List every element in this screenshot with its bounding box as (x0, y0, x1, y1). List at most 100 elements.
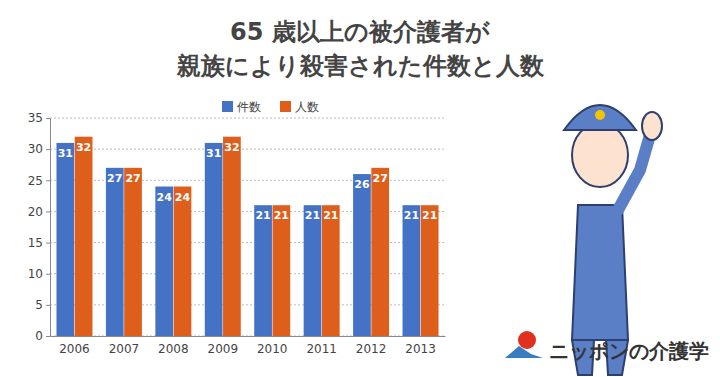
bar (421, 205, 439, 336)
x-tick: 2006 (59, 342, 90, 356)
data-label: 32 (76, 141, 91, 154)
logo: ニッポンの介護学 (505, 331, 709, 363)
legend-label: 件数 (237, 100, 261, 114)
data-label: 21 (404, 209, 419, 222)
grid-line (50, 149, 445, 150)
data-label: 32 (224, 141, 239, 154)
y-tick-label: 30 (28, 142, 43, 156)
title-line: 親族により殺害された件数と人数 (176, 52, 545, 80)
x-tick: 2013 (405, 342, 436, 356)
data-label: 24 (157, 191, 173, 204)
legend-swatch (280, 101, 291, 112)
data-label: 27 (107, 172, 122, 185)
y-axis: 0 5 10 15 20 25 30 35 (28, 111, 51, 343)
bar (205, 143, 223, 336)
y-tick-label: 15 (28, 236, 43, 250)
x-tick: 2010 (257, 342, 288, 356)
legend: 件数 人数 (222, 100, 319, 114)
data-label: 21 (305, 209, 320, 222)
data-label: 31 (58, 147, 73, 160)
legend-swatch (222, 101, 233, 112)
hand (642, 112, 662, 140)
y-tick-label: 25 (28, 174, 43, 188)
y-tick-mark (46, 243, 50, 244)
y-tick: 25 (28, 174, 50, 188)
x-tick: 2007 (109, 342, 140, 356)
x-tick-label: 2012 (356, 342, 387, 356)
plot: 0510152025303531272431212126213227243221… (28, 111, 446, 356)
y-tick-mark (46, 274, 50, 275)
x-tick-label: 2008 (158, 342, 189, 356)
y-tick-mark (46, 305, 50, 306)
x-tick: 2009 (208, 342, 239, 356)
data-label: 27 (125, 172, 140, 185)
bar (174, 187, 192, 336)
x-tick: 2008 (158, 342, 189, 356)
data-label: 21 (255, 209, 270, 222)
logo-sun (518, 331, 536, 349)
x-tick-label: 2011 (306, 342, 337, 356)
bar (254, 205, 272, 336)
data-label: 31 (206, 147, 221, 160)
bar (371, 168, 389, 336)
bar (56, 143, 74, 336)
data-label: 24 (175, 191, 191, 204)
bar (223, 137, 241, 336)
x-tick-label: 2010 (257, 342, 288, 356)
bar (75, 137, 93, 336)
x-tick-label: 2013 (405, 342, 436, 356)
y-tick-label: 5 (35, 298, 43, 312)
data-label: 26 (354, 178, 370, 191)
illustration (564, 105, 662, 375)
x-tick: 2012 (356, 342, 387, 356)
y-tick-mark (46, 149, 50, 150)
y-tick-mark (46, 180, 50, 181)
data-label: 21 (323, 209, 338, 222)
legend-item: 件数 (222, 100, 261, 114)
grid-line (50, 118, 445, 119)
bar (403, 205, 421, 336)
bars (56, 137, 438, 336)
y-axis-line (50, 119, 51, 337)
bar (353, 174, 371, 336)
x-tick-label: 2007 (109, 342, 140, 356)
badge (595, 110, 605, 120)
grid (50, 118, 445, 336)
x-axis-line (51, 336, 446, 337)
y-tick: 0 (35, 329, 50, 343)
title-line: 65 歳以上の被介護者が (230, 18, 490, 46)
x-axis: 2006 2007 2008 2009 2010 2011 2012 2013 (51, 337, 446, 357)
y-tick-mark (46, 211, 50, 212)
y-tick: 10 (28, 267, 50, 281)
legend-label: 人数 (295, 100, 319, 114)
y-tick-mark (46, 336, 50, 337)
cap (564, 105, 636, 130)
y-tick-mark (46, 118, 50, 119)
head (572, 123, 628, 187)
y-tick-label: 10 (28, 267, 43, 281)
data-label: 21 (274, 209, 289, 222)
annotation: ニッポンの介護学 (549, 339, 709, 363)
legend-item: 人数 (280, 100, 319, 114)
y-tick: 5 (35, 298, 50, 312)
y-tick-label: 35 (28, 111, 43, 125)
y-tick-label: 0 (35, 329, 43, 343)
y-tick: 15 (28, 236, 50, 250)
x-tick-label: 2006 (59, 342, 90, 356)
data-label: 21 (422, 209, 437, 222)
data-label: 27 (373, 172, 388, 185)
y-tick: 35 (28, 111, 50, 125)
data-labels: 31272431212126213227243221212721 (58, 141, 438, 223)
chart: 65 歳以上の被介護者が親族により殺害された件数と人数 0 5 10 15 20 25 30 3… (0, 0, 720, 377)
y-tick: 30 (28, 142, 50, 156)
bar (124, 168, 142, 336)
y-tick-label: 20 (28, 205, 43, 219)
y-tick: 20 (28, 205, 50, 219)
title: 65 歳以上の被介護者が親族により殺害された件数と人数 (176, 18, 545, 80)
bar (106, 168, 124, 336)
logo-mountain (505, 346, 543, 358)
bar (155, 187, 173, 336)
bar (272, 205, 290, 336)
x-tick: 2011 (306, 342, 337, 356)
x-tick-label: 2009 (208, 342, 239, 356)
